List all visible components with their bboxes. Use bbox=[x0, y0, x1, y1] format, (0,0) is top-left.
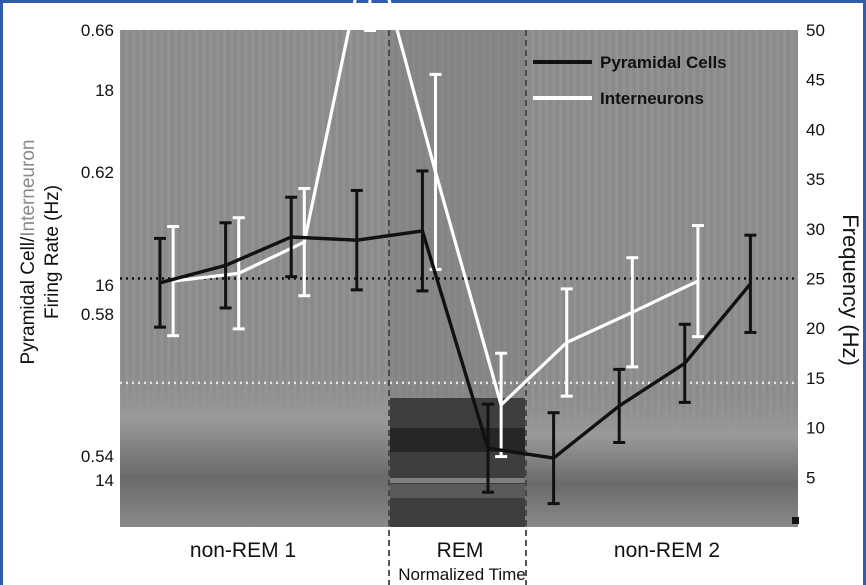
pyramidal-errorbar-6 bbox=[482, 402, 494, 494]
interneuron-errorbar-4 bbox=[363, 0, 376, 33]
interneuron-tick-14: 14 bbox=[95, 471, 114, 490]
left-axis-title-part1: Pyramidal Cell/ bbox=[18, 236, 39, 364]
pyramidal-errorbar-10 bbox=[744, 233, 757, 334]
phase-label-nrem1: non-REM 1 bbox=[190, 539, 296, 562]
x-axis-title: Normalized Time bbox=[398, 565, 526, 584]
legend: Pyramidal Cells Interneurons bbox=[533, 53, 727, 108]
pyramidal-tick-0.58: 0.58 bbox=[81, 305, 114, 324]
interneuron-errorbar-8 bbox=[626, 256, 639, 369]
pyramidal-errorbar-4 bbox=[350, 188, 363, 292]
corner-marker bbox=[792, 517, 799, 524]
pyramidal-errorbar-1 bbox=[154, 236, 166, 329]
pyramidal-errorbar-7 bbox=[547, 411, 560, 506]
tick-labels: 0.660.620.580.54201816145045403530252015… bbox=[81, 21, 825, 490]
phase-labels: non-REM 1 REM non-REM 2 bbox=[190, 539, 720, 562]
legend-label-interneurons: Interneurons bbox=[600, 89, 704, 108]
axis-titles: Pyramidal Cell/Interneuron Firing Rate (… bbox=[18, 140, 863, 584]
pyramidal-errorbar-8 bbox=[613, 367, 626, 445]
pyramidal-tick-0.62: 0.62 bbox=[81, 163, 114, 182]
legend-label-pyramidal: Pyramidal Cells bbox=[600, 53, 727, 72]
interneuron-tick-18: 18 bbox=[95, 81, 114, 100]
pyramidal-errorbar-3 bbox=[285, 195, 298, 279]
pyramidal-tick-0.66: 0.66 bbox=[81, 21, 114, 40]
frequency-tick-5: 5 bbox=[806, 468, 815, 487]
interneuron-errorbar-6 bbox=[495, 351, 508, 459]
frequency-tick-40: 40 bbox=[806, 120, 825, 139]
phase-label-nrem2: non-REM 2 bbox=[614, 539, 720, 562]
interneuron-errorbar-7 bbox=[560, 287, 573, 398]
series-layer bbox=[154, 0, 757, 506]
frequency-tick-10: 10 bbox=[806, 419, 825, 438]
right-axis-title: Frequency (Hz) bbox=[838, 214, 863, 366]
left-axis-title: Pyramidal Cell/Interneuron bbox=[18, 140, 39, 365]
pyramidal-errorbar-9 bbox=[678, 322, 691, 404]
pyramidal-tick-0.54: 0.54 bbox=[81, 447, 114, 466]
series-line-pyramidal bbox=[159, 229, 752, 460]
left-axis-title-part2: Interneuron bbox=[18, 140, 39, 237]
phase-label-rem: REM bbox=[437, 539, 484, 562]
interneuron-errorbar-2 bbox=[232, 216, 245, 331]
phase-boundaries bbox=[388, 30, 527, 585]
frequency-tick-50: 50 bbox=[806, 21, 825, 40]
interneuron-errorbar-3 bbox=[298, 186, 311, 298]
frequency-tick-30: 30 bbox=[806, 220, 825, 239]
interneuron-errorbar-1 bbox=[167, 225, 180, 338]
interneuron-errorbar-9 bbox=[691, 224, 704, 339]
pyramidal-errorbar-5 bbox=[416, 169, 429, 293]
frequency-tick-25: 25 bbox=[806, 270, 825, 289]
frequency-tick-20: 20 bbox=[806, 319, 825, 338]
left-axis-title-line2: Firing Rate (Hz) bbox=[42, 185, 63, 319]
frequency-tick-35: 35 bbox=[806, 170, 825, 189]
frequency-tick-15: 15 bbox=[806, 369, 825, 388]
pyramidal-errorbar-2 bbox=[219, 221, 232, 310]
spectrogram-background bbox=[120, 30, 798, 527]
interneuron-tick-16: 16 bbox=[95, 276, 114, 295]
frequency-tick-45: 45 bbox=[806, 71, 825, 90]
